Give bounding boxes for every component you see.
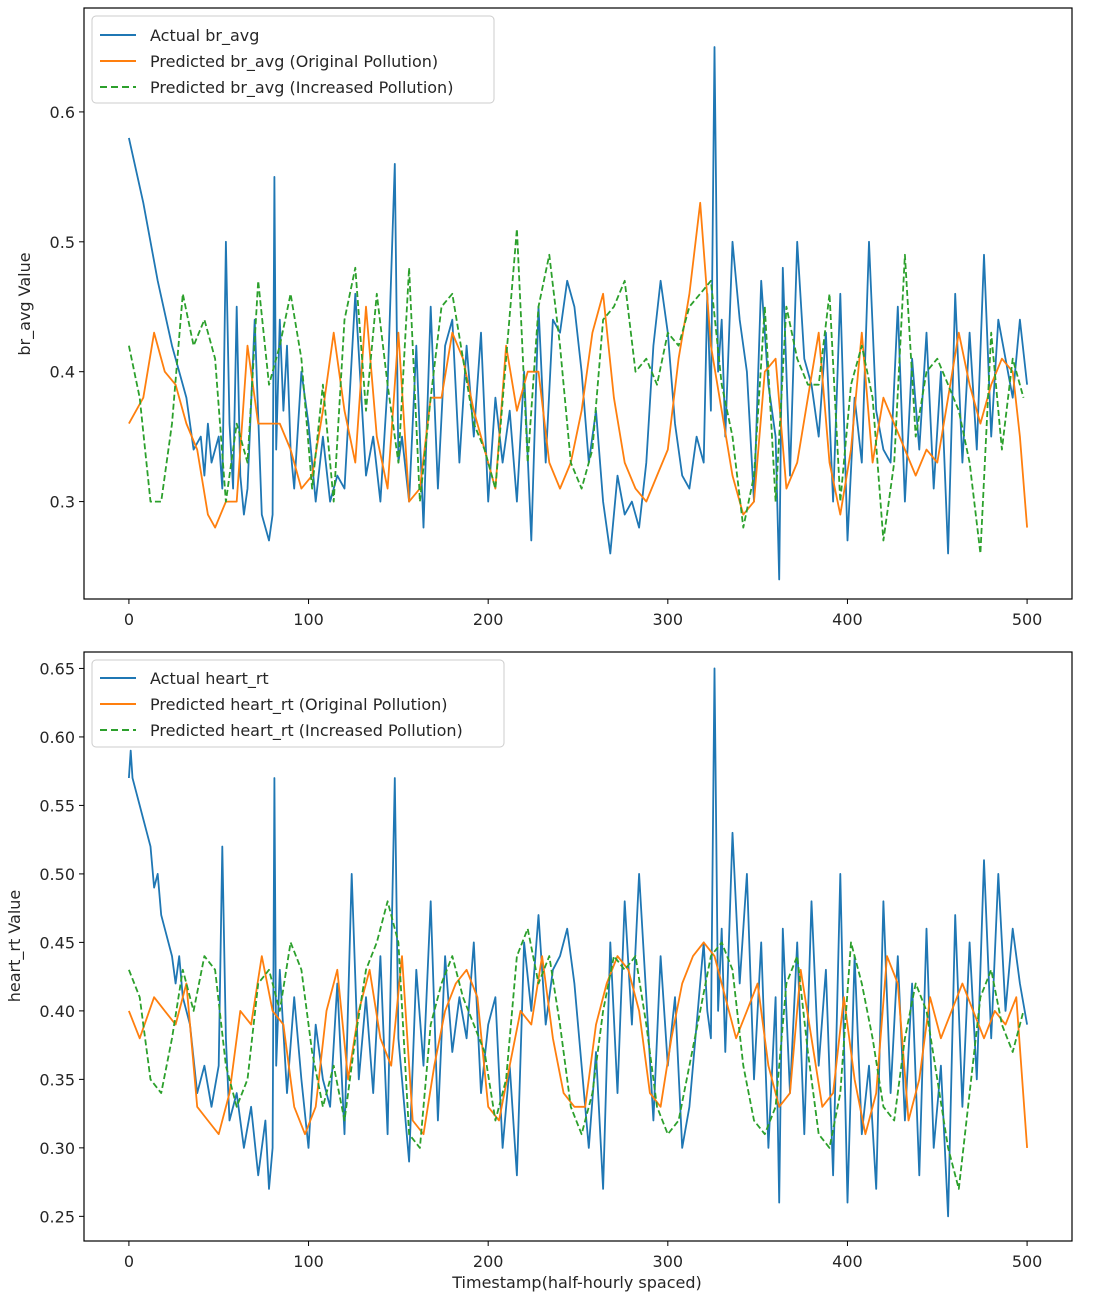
y-tick-label-heart-rt: 0.25 <box>39 1207 75 1226</box>
plot-area-heart-rt <box>128 667 1028 1218</box>
y-tick-label-heart-rt: 0.65 <box>39 659 75 678</box>
ticks-heart-rt: 0 100 200 300 400 500 0.25 0.30 0.35 0.40 0.45 0.50… <box>39 659 1042 1271</box>
y-axis-label-heart-rt: heart_rt Value <box>5 890 25 1003</box>
x-tick-label-br-avg: 400 <box>832 610 863 629</box>
x-tick-label-br-avg: 0 <box>124 610 134 629</box>
axes-frame-br-avg <box>83 7 1073 600</box>
legend-box-heart-rt <box>91 659 505 748</box>
legend-label-actual-br-avg: Actual br_avg <box>150 26 259 46</box>
series-line-orig-br-avg <box>128 201 1028 529</box>
x-tick-label-br-avg: 300 <box>653 610 684 629</box>
x-tick-label-br-avg: 100 <box>293 610 324 629</box>
y-tick-label-heart-rt: 0.30 <box>39 1139 75 1158</box>
legend-label-orig-heart-rt: Predicted heart_rt (Original Pollution) <box>150 695 448 715</box>
y-tick-label-br-avg: 0.6 <box>50 103 75 122</box>
legend-heart-rt: Actual heart_rt Predicted heart_rt (Orig… <box>91 659 505 748</box>
x-tick-label-br-avg: 200 <box>473 610 504 629</box>
chart-br-avg: 0 100 200 300 400 500 0.3 0.4 0.5 0.6 br_avg Valu… <box>15 7 1073 629</box>
legend-label-incr-heart-rt: Predicted heart_rt (Increased Pollution) <box>150 721 463 741</box>
y-tick-label-heart-rt: 0.60 <box>39 728 75 747</box>
x-tick-label-heart-rt: 200 <box>473 1252 504 1271</box>
x-tick-label-heart-rt: 0 <box>124 1252 134 1271</box>
axes-frame-heart-rt <box>83 651 1073 1242</box>
series-line-actual-heart-rt <box>128 667 1028 1218</box>
legend-label-orig-br-avg: Predicted br_avg (Original Pollution) <box>150 52 438 72</box>
x-axis-label-heart-rt: Timestamp(half-hourly spaced) <box>451 1273 701 1292</box>
y-tick-label-br-avg: 0.4 <box>50 363 75 382</box>
y-axis-label-br-avg: br_avg Value <box>15 252 35 355</box>
x-tick-label-br-avg: 500 <box>1012 610 1043 629</box>
series-line-incr-br-avg <box>128 227 1025 555</box>
y-tick-label-heart-rt: 0.55 <box>39 796 75 815</box>
y-tick-label-heart-rt: 0.40 <box>39 1002 75 1021</box>
chart-heart-rt: 0 100 200 300 400 500 0.25 0.30 0.35 0.40 0.45 0.50… <box>5 651 1073 1292</box>
series-line-incr-heart-rt <box>128 900 1025 1190</box>
series-line-actual-br-avg <box>128 46 1028 581</box>
y-tick-label-heart-rt: 0.35 <box>39 1070 75 1089</box>
legend-br-avg: Actual br_avg Predicted br_avg (Original… <box>91 15 495 104</box>
legend-label-actual-heart-rt: Actual heart_rt <box>150 669 269 689</box>
x-tick-label-heart-rt: 500 <box>1012 1252 1043 1271</box>
x-tick-label-heart-rt: 100 <box>293 1252 324 1271</box>
y-tick-label-heart-rt: 0.45 <box>39 933 75 952</box>
legend-box-br-avg <box>91 15 495 104</box>
y-tick-label-br-avg: 0.3 <box>50 493 75 512</box>
y-tick-label-heart-rt: 0.50 <box>39 865 75 884</box>
x-tick-label-heart-rt: 400 <box>832 1252 863 1271</box>
y-tick-label-br-avg: 0.5 <box>50 233 75 252</box>
ticks-br-avg: 0 100 200 300 400 500 0.3 0.4 0.5 0.6 <box>50 103 1043 629</box>
legend-label-incr-br-avg: Predicted br_avg (Increased Pollution) <box>150 78 453 98</box>
plot-area-br-avg <box>128 46 1028 581</box>
x-tick-label-heart-rt: 300 <box>653 1252 684 1271</box>
